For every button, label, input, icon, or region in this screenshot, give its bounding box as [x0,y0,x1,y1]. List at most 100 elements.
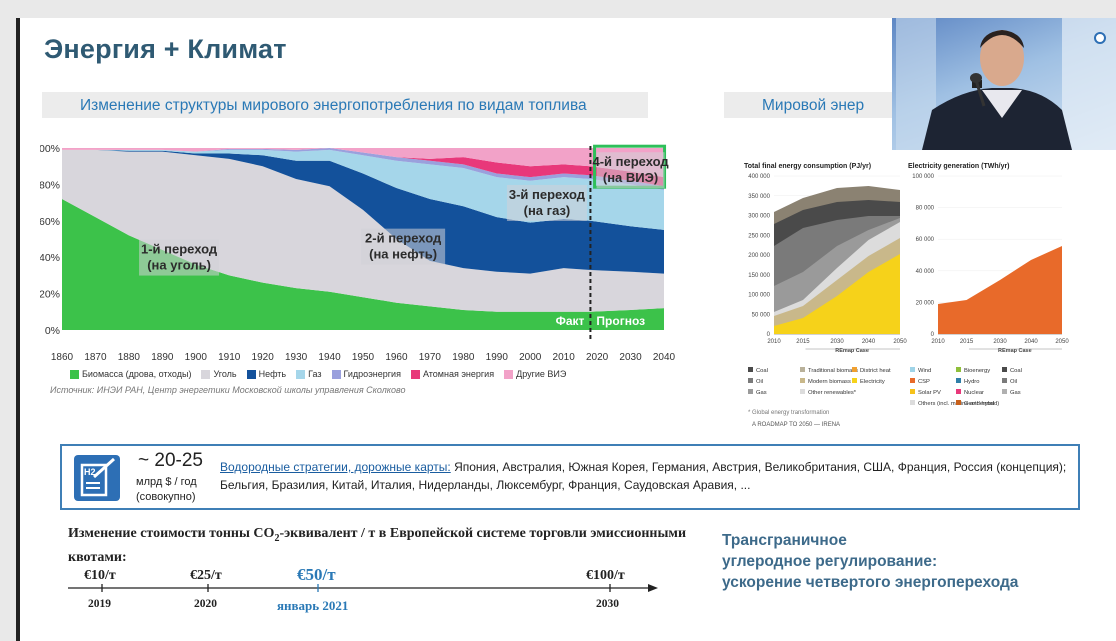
legend-item-5: Атомная энергия [410,369,494,379]
transition-label-2: 2-й переход [365,231,442,246]
x-tick-label: 1880 [118,352,141,363]
mini-x-tick: 2040 [862,339,876,345]
hydrogen-strategies-link[interactable]: Водородные стратегии, дорожные карты: [220,460,451,474]
right-chart-title: Мировой энер [762,97,865,114]
irena-source: A ROADMAP TO 2050 — IRENA [752,422,840,428]
x-tick-label: 1910 [218,352,241,363]
mini-x-tick: 2010 [931,339,945,345]
mini-legend-label: CSP [918,379,930,385]
speaker-video-overlay[interactable] [892,18,1116,150]
transition-sub-4: (на ВИЭ) [603,170,658,185]
mini-legend-label: Electricity [860,379,885,385]
slide-left-border [16,18,20,641]
legend-item-3: Газ [296,369,322,379]
mini-legend-swatch [956,389,961,394]
mini-y-tick: 150 000 [748,273,770,279]
chart-title-band [42,92,648,118]
legend-label: Другие ВИЭ [516,369,567,379]
x-tick-label: 2010 [553,352,576,363]
slide-title: Энергия + Климат [44,34,287,64]
hydrogen-strategies-text: Водородные стратегии, дорожные карты: Яп… [220,458,1070,494]
legend-swatch [201,369,211,379]
mini-legend-label: Modern biomass [808,379,851,385]
transition-sub-3: (на газ) [524,203,571,218]
mini-legend-swatch [910,367,915,372]
mini-x-tick: 2050 [1055,339,1069,345]
mini-legend-swatch [956,400,961,405]
area-series-2 [62,149,664,274]
ets-title-sub: 2 [274,532,280,544]
mini-legend-label: Bioenergy [964,368,990,374]
x-tick-label: 1900 [185,352,208,363]
mini-legend-swatch [800,367,805,372]
mini-y-tick: 60 000 [916,237,935,243]
x-tick-label: 1980 [452,352,475,363]
hydrogen-investment-unit: млрд $ / год (совокупно) [136,475,197,505]
legend-item-1: Уголь [201,369,237,379]
mini-y-tick: 20 000 [916,300,935,306]
x-tick-label: 1920 [252,352,275,363]
mini-legend-label: Geothermal [964,401,994,407]
ets-title-part1: Изменение стоимости тонны CO [68,526,275,541]
mini2-area [938,246,1062,334]
legend-item-2: Нефть [246,369,287,379]
timeline-year-2019: 2019 [88,598,111,610]
source-note: Источник: ИНЭИ РАН, Центр энергетики Мос… [50,385,406,395]
y-tick-label: 80% [40,179,60,191]
mini-y-tick: 100 000 [912,174,934,180]
mini-legend-label: Hydro [964,379,979,385]
legend-swatch [246,369,256,379]
mini-chart-title: Total final energy consumption (PJ/yr) [744,163,871,170]
x-tick-label: 1930 [285,352,308,363]
ets-title-part2: -эквивалент / т в Европейской системе то… [68,526,687,565]
mini-legend-label: Other renewables* [808,390,857,396]
mini1-area [774,254,900,334]
transition-label-4: 4-й переход [592,154,669,169]
mini-legend-label: Wind [918,368,931,374]
mini-legend-swatch [956,378,961,383]
mini-x-label: REmap Case [835,348,869,354]
legend-item-4: Гидроэнергия [331,369,401,379]
mini-legend-swatch [800,378,805,383]
mini-legend-swatch [1002,367,1007,372]
mini-legend-swatch [1002,389,1007,394]
y-tick-label: 20% [40,289,60,301]
transition-label-1: 1-й переход [141,242,218,257]
x-tick-label: 1950 [352,352,375,363]
hydrogen-icon-label: H2 [84,467,96,477]
area-series-5 [62,148,664,187]
mini-y-tick: 200 000 [748,253,770,259]
mini-x-tick: 2050 [893,339,907,345]
right-chart-title-band [724,92,894,118]
irena-charts: Total final energy consumption (PJ/yr) 40… [744,163,1069,428]
legend-label: Уголь [213,369,237,379]
annotation-bg [596,152,665,189]
x-tick-label: 1890 [151,352,174,363]
energy-structure-chart: 100% 80% 60% 40% 20% 0% 1860 1870 1880 1890 1900 19… [40,143,676,363]
mini-legend-label: Nuclear [964,390,984,396]
x-tick-label: 1940 [318,352,341,363]
legend-label: Нефть [258,369,287,379]
x-tick-label: 2040 [653,352,676,363]
mini-legend-label: Oil [756,379,763,385]
timeline-price-2021: €50/т [297,565,336,584]
mini-y-tick: 100 000 [748,293,770,299]
mini-legend-label: Gas [756,390,767,396]
mini-legend-swatch [748,389,753,394]
mini-y-tick: 300 000 [748,214,770,220]
forecast-label: Прогноз [596,314,645,328]
mini-y-tick: 350 000 [748,194,770,200]
mini-legend-swatch [748,367,753,372]
mini-legend-label: Gas [1010,390,1021,396]
mini-x-tick: 2030 [830,339,844,345]
mini-x-label: REmap Case [998,348,1032,354]
transition-sub-1: (на уголь) [147,258,211,273]
x-tick-label: 1960 [385,352,408,363]
cross-line-1: Трансграничное [722,532,847,549]
transition-label-3: 3-й переход [509,187,586,202]
mini-x-tick: 2015 [960,339,974,345]
irena-note: * Global energy transformation [748,410,829,416]
cross-line-3: ускорение четвертого энергоперехода [722,574,1019,591]
area-series-0 [62,198,664,330]
timeline-axis [68,584,658,592]
